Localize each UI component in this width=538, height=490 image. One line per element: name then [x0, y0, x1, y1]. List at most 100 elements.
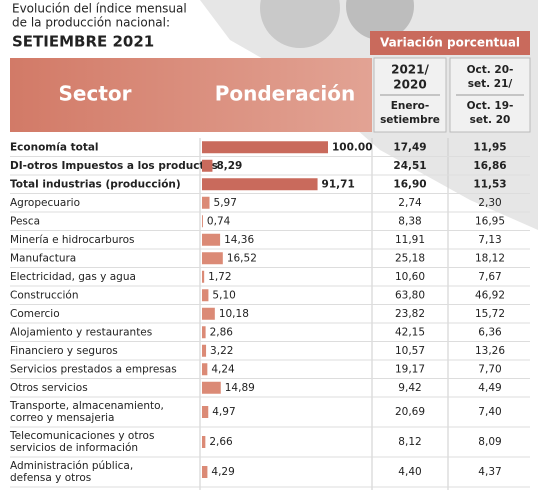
- var-year: 19,17: [395, 363, 425, 375]
- column-subheader: setiembre: [380, 114, 440, 126]
- weight-bar: [202, 159, 213, 172]
- weight-bar: [202, 215, 203, 228]
- sector-label: Electricidad, gas y agua: [10, 271, 136, 283]
- weight-label: 4,97: [212, 406, 235, 418]
- weight-bar: [202, 141, 328, 154]
- sector-label: Servicios prestados a empresas: [10, 363, 177, 375]
- weight-label: 5,10: [212, 289, 235, 301]
- var-year: 42,15: [395, 326, 425, 338]
- var-month: 16,95: [475, 215, 505, 227]
- var-year: 10,60: [395, 271, 425, 283]
- weight-label: 4,29: [211, 466, 234, 478]
- sector-label: Telecomunicaciones y otros: [9, 430, 154, 442]
- sector-label: Administración pública,: [10, 460, 133, 472]
- var-year: 23,82: [395, 308, 425, 320]
- sector-label: Manufactura: [10, 252, 76, 264]
- sector-label: Economía total: [10, 141, 99, 153]
- var-month: 18,12: [475, 252, 505, 264]
- var-year: 16,90: [393, 178, 426, 190]
- var-month: 7,13: [478, 234, 501, 246]
- var-year: 20,69: [395, 406, 425, 418]
- sector-label: Otros servicios: [10, 382, 88, 394]
- weight-bar: [202, 326, 206, 339]
- weight-bar: [202, 233, 221, 246]
- weight-label: 0,74: [207, 215, 231, 227]
- sector-label: Construcción: [10, 289, 79, 301]
- var-month: 4,49: [478, 382, 501, 394]
- weight-bar: [202, 270, 205, 283]
- sector-label: Financiero y seguros: [10, 345, 118, 357]
- sector-label: Alojamiento y restaurantes: [10, 326, 152, 338]
- weight-bar: [202, 436, 206, 448]
- sector-label: Transporte, almacenamiento,: [9, 400, 164, 412]
- var-month: 8,09: [478, 436, 501, 448]
- var-month: 11,53: [473, 178, 506, 190]
- coin: [346, 0, 414, 40]
- weight-label: 2,66: [209, 436, 233, 448]
- var-year: 63,80: [395, 289, 425, 301]
- var-month: 11,95: [473, 141, 506, 153]
- var-month: 15,72: [475, 308, 505, 320]
- weight-label: 14,36: [224, 234, 254, 246]
- weight-bar: [202, 289, 209, 302]
- column-header: 2021/: [391, 63, 429, 77]
- sector-label: Total industrias (producción): [10, 178, 181, 190]
- var-year: 4,40: [398, 466, 421, 478]
- sector-label: Agropecuario: [10, 197, 80, 209]
- column-subheader: set. 20: [470, 114, 511, 126]
- var-year: 8,12: [398, 436, 421, 448]
- var-month: 16,86: [473, 160, 506, 172]
- weight-bar: [202, 196, 210, 209]
- column-header: Ponderación: [215, 82, 356, 106]
- column-header: set. 21/: [468, 78, 513, 90]
- var-year: 8,38: [398, 215, 421, 227]
- coin: [260, 0, 340, 48]
- weight-bar: [202, 178, 318, 191]
- weight-label: 8,29: [216, 160, 242, 172]
- group-header: Variación porcentual: [380, 36, 520, 50]
- weight-label: 91,71: [322, 178, 355, 190]
- sector-label: Pesca: [10, 215, 40, 227]
- var-year: 25,18: [395, 252, 425, 264]
- var-month: 13,26: [475, 345, 505, 357]
- weight-label: 4,24: [211, 363, 235, 375]
- weight-label: 3,22: [210, 345, 233, 357]
- column-subheader: Enero-: [391, 100, 430, 112]
- title-line: de la producción nacional:: [12, 16, 170, 30]
- var-month: 6,36: [478, 326, 502, 338]
- var-year: 11,91: [395, 234, 425, 246]
- column-header: Oct. 20-: [467, 64, 514, 76]
- var-year: 24,51: [393, 160, 426, 172]
- var-year: 9,42: [398, 382, 421, 394]
- sector-label: Minería e hidrocarburos: [10, 234, 134, 246]
- var-year: 10,57: [395, 345, 425, 357]
- var-month: 2,30: [478, 197, 501, 209]
- subtitle: SETIEMBRE 2021: [12, 33, 154, 51]
- title-line: Evolución del índice mensual: [12, 2, 187, 16]
- weight-bar: [202, 363, 208, 376]
- var-month: 4,37: [478, 466, 501, 478]
- sector-label: defensa y otros: [10, 472, 91, 484]
- sector-label: correo y mensajeria: [10, 412, 114, 424]
- weight-label: 100.00: [332, 141, 373, 153]
- weight-bar: [202, 307, 215, 320]
- weight-bar: [202, 406, 209, 418]
- header-band: [10, 58, 372, 132]
- weight-bar: [202, 344, 207, 357]
- var-year: 17,49: [393, 141, 426, 153]
- weight-bar: [202, 381, 221, 394]
- weight-bar: [202, 466, 208, 478]
- var-month: 7,70: [478, 363, 501, 375]
- sector-label: DI-otros Impuestos a los productos: [10, 160, 218, 172]
- column-subheader: Oct. 19-: [467, 100, 514, 112]
- column-header: 2020: [393, 78, 426, 92]
- weight-label: 16,52: [227, 252, 257, 264]
- group-header-box: [370, 31, 530, 55]
- column-header: Sector: [59, 82, 132, 106]
- weight-label: 1,72: [208, 271, 231, 283]
- weight-label: 10,18: [219, 308, 249, 320]
- var-month: 46,92: [475, 289, 505, 301]
- var-year: 2,74: [398, 197, 422, 209]
- weight-label: 5,97: [214, 197, 237, 209]
